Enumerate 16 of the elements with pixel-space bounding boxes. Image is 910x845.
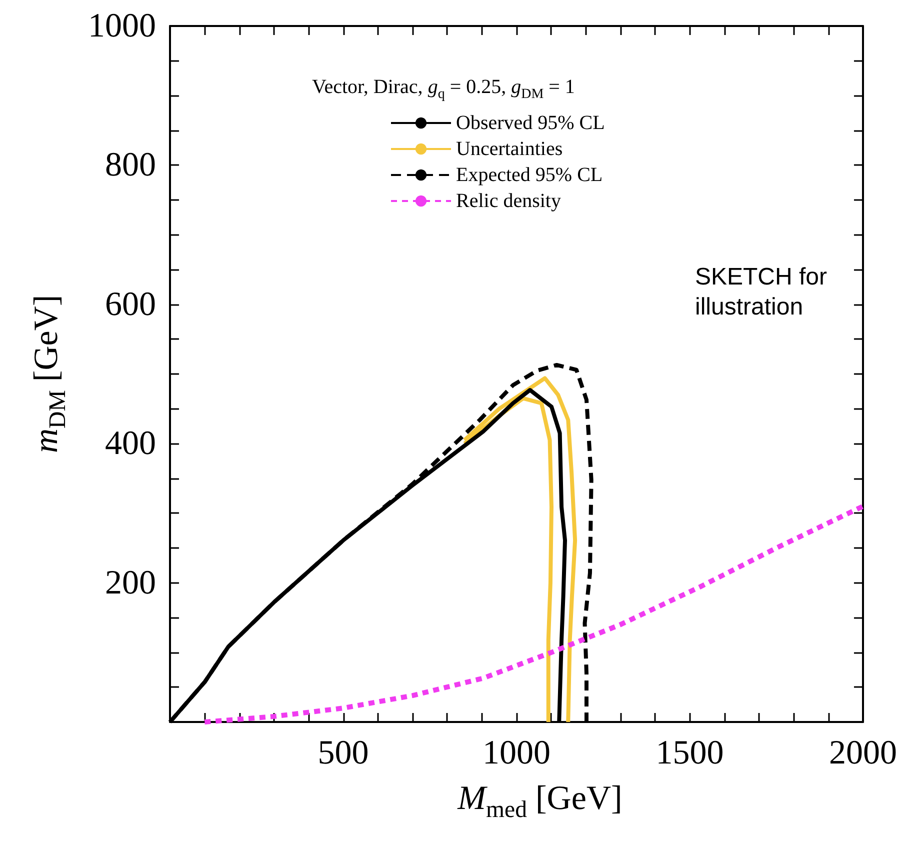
legend-label: Expected 95% CL: [456, 164, 603, 186]
y-tick-label: 800: [105, 146, 156, 184]
x-tick-label: 1500: [656, 734, 724, 772]
legend-label: Uncertainties: [456, 138, 563, 160]
legend-title: Vector, Dirac, g$_{q}$ = 0.25, g$_{DM}$ = 1: [312, 76, 575, 103]
x-axis-title: M$_{med}$ [GeV]: [456, 780, 624, 824]
x-tick-label: 1000: [482, 734, 550, 772]
legend-label: Relic density: [456, 190, 561, 212]
annotation: SKETCH for illustration: [695, 264, 828, 320]
y-tick-label: 400: [105, 425, 156, 462]
legend-label: Observed 95% CL: [456, 112, 605, 134]
y-tick-label: 200: [105, 564, 156, 602]
y-tick-label: 600: [105, 286, 156, 323]
x-tick-label: 2000: [829, 734, 897, 772]
y-tick-label: 1000: [88, 8, 156, 44]
x-tick-label: 500: [318, 734, 369, 772]
